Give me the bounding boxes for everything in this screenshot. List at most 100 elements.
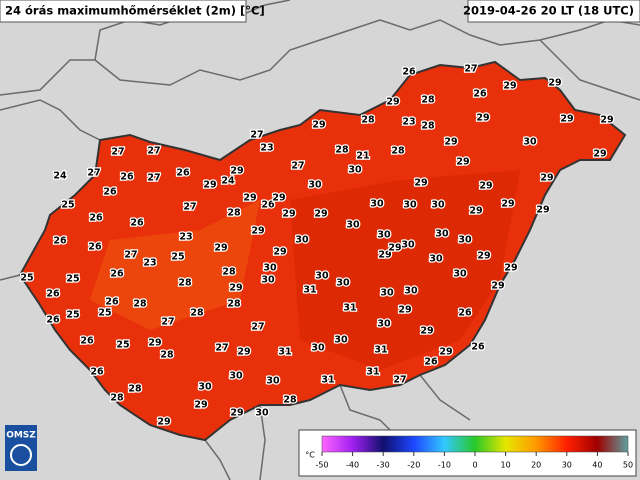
legend-tick-label: -40 (346, 461, 359, 470)
station-value: 29 (456, 157, 469, 168)
station-value: 29 (503, 81, 516, 92)
station-value: 30 (315, 271, 329, 282)
station-value: 29 (477, 251, 490, 262)
station-value: 29 (157, 417, 170, 428)
station-value: 26 (105, 297, 119, 308)
station-value: 29 (230, 408, 243, 419)
logo-box (5, 425, 37, 471)
station-value: 28 (361, 115, 375, 126)
title-box (0, 0, 247, 23)
station-value: 30 (266, 376, 280, 387)
station-value: 30 (431, 200, 445, 211)
station-value: 28 (283, 395, 297, 406)
station-value: 28 (391, 146, 405, 157)
station-value: 30 (435, 229, 449, 240)
station-value: 21 (356, 151, 369, 162)
station-value: 29 (469, 206, 482, 217)
station-value: 29 (479, 181, 492, 192)
station-value: 27 (111, 147, 124, 158)
station-value: 29 (600, 115, 613, 126)
station-value: 29 (243, 193, 256, 204)
station-value: 27 (251, 322, 264, 333)
station-value: 29 (230, 166, 243, 177)
station-value: 29 (378, 250, 391, 261)
station-value: 30 (308, 180, 322, 191)
legend-tick-label: 40 (592, 461, 602, 470)
station-value: 30 (198, 382, 212, 393)
station-value: 30 (255, 408, 269, 419)
station-value: 29 (548, 78, 561, 89)
station-value: 27 (161, 317, 174, 328)
station-value: 26 (473, 89, 487, 100)
station-value: 29 (420, 326, 433, 337)
station-value: 28 (421, 95, 435, 106)
station-value: 30 (523, 137, 537, 148)
station-value: 28 (227, 299, 241, 310)
station-value: 26 (110, 269, 124, 280)
station-value: 26 (46, 315, 60, 326)
station-value: 28 (110, 393, 124, 404)
station-value: 31 (343, 303, 356, 314)
station-value: 29 (237, 347, 250, 358)
station-value: 30 (311, 343, 325, 354)
legend-unit: °C (305, 451, 315, 460)
station-value: 25 (116, 340, 129, 351)
station-value: 26 (402, 67, 416, 78)
station-value: 23 (179, 232, 192, 243)
station-value: 29 (476, 113, 489, 124)
station-value: 28 (222, 267, 236, 278)
station-value: 27 (291, 161, 304, 172)
station-value: 29 (504, 263, 517, 274)
station-value: 29 (439, 347, 452, 358)
station-value: 28 (178, 278, 192, 289)
station-value: 27 (250, 130, 263, 141)
legend-tick-label: -50 (315, 461, 328, 470)
station-value: 26 (89, 213, 103, 224)
station-value: 30 (380, 288, 394, 299)
station-value: 25 (20, 273, 33, 284)
station-value: 30 (229, 371, 243, 382)
station-value: 26 (120, 172, 134, 183)
warm-area (290, 170, 520, 370)
station-value: 27 (124, 250, 137, 261)
station-value: 30 (295, 235, 309, 246)
station-value: 31 (278, 347, 291, 358)
logo-icon (10, 444, 32, 466)
station-value: 29 (251, 226, 264, 237)
station-value: 27 (183, 202, 196, 213)
station-value: 27 (147, 173, 160, 184)
station-value: 29 (593, 149, 606, 160)
station-value: 29 (398, 305, 411, 316)
station-value: 28 (421, 121, 435, 132)
station-value: 26 (261, 200, 275, 211)
station-value: 30 (401, 240, 415, 251)
legend-tick-label: 30 (562, 461, 572, 470)
station-value: 29 (312, 120, 325, 131)
station-value: 29 (414, 178, 427, 189)
station-value: 29 (282, 209, 295, 220)
legend-tick-label: 0 (472, 461, 477, 470)
legend-tick-label: 50 (623, 461, 633, 470)
station-value: 27 (87, 168, 100, 179)
colorbar (321, 435, 629, 453)
station-value: 30 (261, 275, 275, 286)
logo-text: OMSZ (6, 431, 36, 441)
station-value: 25 (61, 200, 74, 211)
station-value: 30 (377, 319, 391, 330)
station-value: 26 (103, 187, 117, 198)
station-value: 24 (221, 176, 235, 187)
station-value: 28 (133, 299, 147, 310)
station-value: 29 (560, 114, 573, 125)
station-value: 27 (393, 375, 406, 386)
station-value: 26 (90, 367, 104, 378)
legend-tick-label: 10 (501, 461, 511, 470)
station-value: 31 (374, 345, 387, 356)
station-value: 26 (130, 218, 144, 229)
station-value: 29 (491, 281, 504, 292)
station-value: 30 (348, 165, 362, 176)
station-value: 23 (402, 117, 415, 128)
station-value: 25 (66, 310, 79, 321)
station-value: 26 (88, 242, 102, 253)
station-value: 30 (458, 235, 472, 246)
